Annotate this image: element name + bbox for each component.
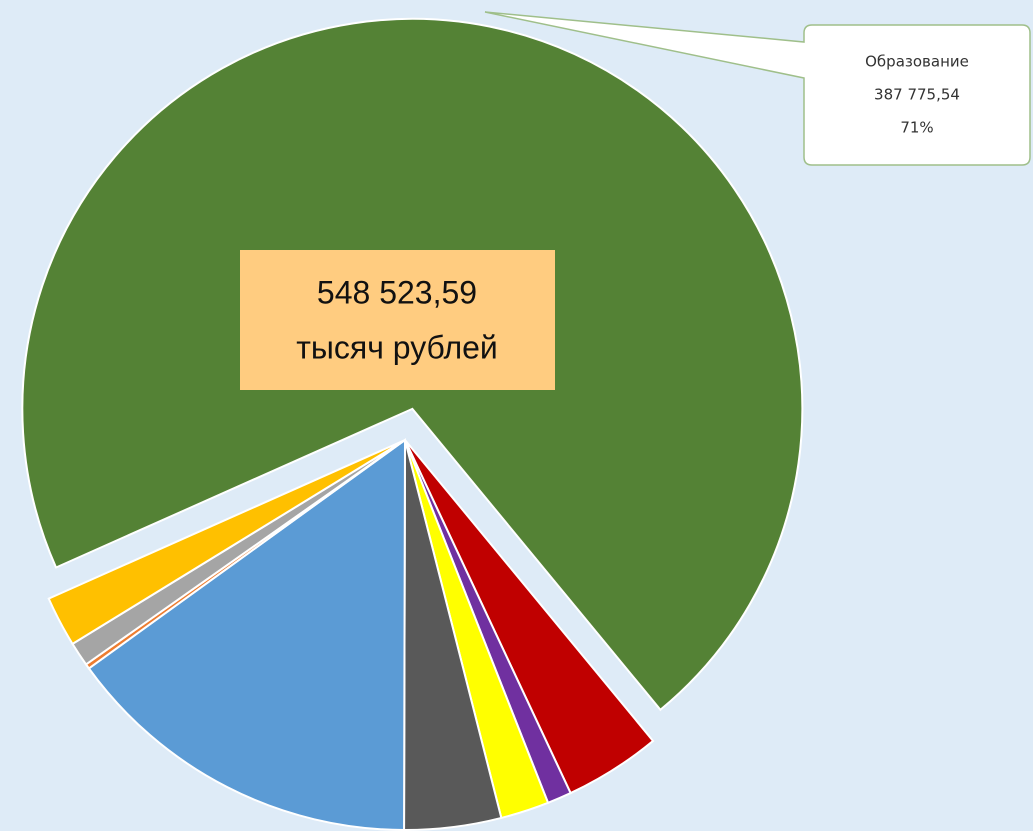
callout-box [484, 11, 1031, 166]
callout-category: Образование [865, 53, 969, 71]
callout-percent: 71% [900, 119, 933, 137]
total-box [240, 250, 555, 390]
pie-slice [47, 439, 406, 646]
total: 548 523,59 [317, 274, 477, 310]
total-unit: тысяч рублей [296, 329, 498, 365]
callout-value: 387 775,54 [874, 86, 960, 104]
pie-slice [87, 438, 407, 831]
